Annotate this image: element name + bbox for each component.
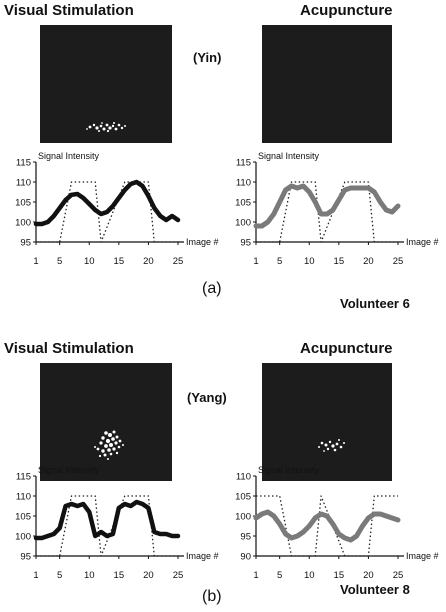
y-tick-label: 115 xyxy=(236,158,251,169)
x-tick-label: 15 xyxy=(334,256,345,267)
signal-intensity-line xyxy=(33,499,181,541)
y-tick-label: 95 xyxy=(20,552,31,563)
x-tick-label: 25 xyxy=(173,256,184,267)
x-tick-label: 1 xyxy=(33,570,38,581)
x-tick-label: 25 xyxy=(173,570,184,581)
panel-a-visual-title: Visual Stimulation xyxy=(4,2,134,19)
x-tick-label: 15 xyxy=(334,570,345,581)
panel-b-condition-label: (Yang) xyxy=(187,390,227,405)
x-tick-label: 25 xyxy=(393,570,404,581)
panel-b-acupuncture-title: Acupuncture xyxy=(300,340,393,357)
signal-intensity-line xyxy=(253,183,401,229)
x-tick-label: 20 xyxy=(143,256,154,267)
y-tick-label: 105 xyxy=(235,492,251,503)
x-tick-label: 10 xyxy=(84,256,95,267)
x-axis-title: Image # xyxy=(186,237,219,247)
y-axis-title: Signal Intensity xyxy=(258,465,320,475)
stimulus-block-line xyxy=(36,495,178,557)
stimulus-block-line xyxy=(256,495,398,557)
x-tick-label: 15 xyxy=(114,256,125,267)
x-tick-label: 5 xyxy=(57,570,62,581)
y-tick-label: 115 xyxy=(16,158,31,169)
panel-b-acupuncture-scan-image xyxy=(262,363,392,481)
x-tick-label: 10 xyxy=(84,570,95,581)
y-tick-label: 100 xyxy=(235,218,251,229)
x-tick-label: 25 xyxy=(393,256,404,267)
x-axis-title: Image # xyxy=(186,551,219,561)
panel-a-visual-signal-chart: 95 100 105 110 115 1 5 10 15 20 25 Signal Intensity… xyxy=(0,148,218,283)
y-tick-label: 90 xyxy=(240,552,251,563)
panel-a-condition-label: (Yin) xyxy=(193,50,222,65)
signal-intensity-line xyxy=(253,509,401,543)
x-tick-label: 5 xyxy=(57,256,62,267)
y-axis-title: Signal Intensity xyxy=(38,151,100,161)
panel-b-volunteer-label: Volunteer 8 xyxy=(340,582,410,597)
x-tick-label: 20 xyxy=(363,256,374,267)
x-axis-title: Image # xyxy=(406,237,439,247)
x-tick-label: 1 xyxy=(253,570,258,581)
x-tick-label: 5 xyxy=(277,570,282,581)
panel-a-volunteer-label: Volunteer 6 xyxy=(340,296,410,311)
x-tick-label: 20 xyxy=(143,570,154,581)
panel-a-label: (a) xyxy=(202,280,222,297)
y-tick-label: 95 xyxy=(20,238,31,249)
y-tick-label: 115 xyxy=(16,472,31,483)
y-tick-label: 100 xyxy=(15,218,31,229)
panel-b-acupuncture-signal-chart: 90 95 100 105 110 1 5 10 15 20 25 Signal Intensity I… xyxy=(220,462,438,597)
y-tick-label: 100 xyxy=(15,532,31,543)
x-tick-label: 5 xyxy=(277,256,282,267)
y-tick-label: 100 xyxy=(235,512,251,523)
panel-b-visual-scan-image xyxy=(40,363,172,481)
x-tick-label: 1 xyxy=(253,256,258,267)
panel-b-label: (b) xyxy=(202,588,222,605)
y-tick-label: 105 xyxy=(15,198,31,209)
x-tick-label: 10 xyxy=(304,256,315,267)
x-axis-title: Image # xyxy=(406,551,439,561)
x-tick-label: 20 xyxy=(363,570,374,581)
panel-a-visual-scan-image xyxy=(40,25,172,143)
y-tick-label: 110 xyxy=(16,492,31,503)
x-tick-label: 10 xyxy=(304,570,315,581)
y-tick-label: 110 xyxy=(236,472,251,483)
y-tick-label: 105 xyxy=(15,512,31,523)
panel-a-acupuncture-scan-image xyxy=(262,25,392,143)
x-tick-label: 1 xyxy=(33,256,38,267)
panel-b-visual-title: Visual Stimulation xyxy=(4,340,134,357)
panel-a-acupuncture-signal-chart: 95 100 105 110 115 1 5 10 15 20 25 Signal Intensity… xyxy=(220,148,438,283)
panel-a-acupuncture-title: Acupuncture xyxy=(300,2,393,19)
stimulus-block-line xyxy=(256,181,398,243)
x-tick-label: 15 xyxy=(114,570,125,581)
y-tick-label: 95 xyxy=(240,532,251,543)
y-tick-label: 95 xyxy=(240,238,251,249)
y-axis-title: Signal Intensity xyxy=(38,465,100,475)
signal-intensity-line xyxy=(33,179,181,227)
y-tick-label: 110 xyxy=(236,178,251,189)
stimulus-block-line xyxy=(36,181,178,243)
y-axis-title: Signal Intensity xyxy=(258,151,320,161)
y-tick-label: 110 xyxy=(16,178,31,189)
y-tick-label: 105 xyxy=(235,198,251,209)
panel-b-visual-signal-chart: 95 100 105 110 115 1 5 10 15 20 25 Signal Intensity… xyxy=(0,462,218,597)
